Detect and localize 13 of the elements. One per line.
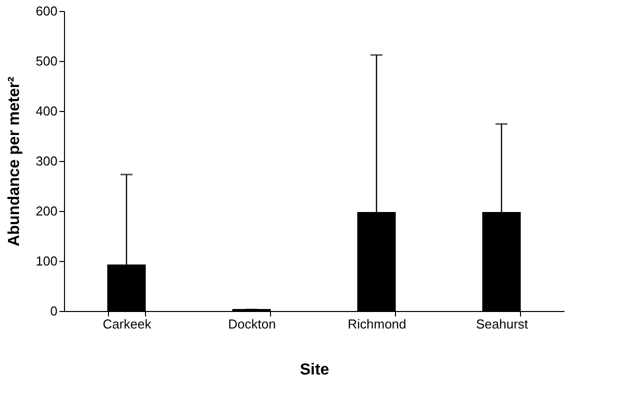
x-tick-label: Richmond (348, 316, 406, 332)
y-tick-label: 200 (36, 204, 58, 218)
y-tick-label: 400 (36, 104, 58, 118)
x-tick-label: Dockton (228, 316, 276, 332)
y-tick-label: 500 (36, 54, 58, 68)
y-tick-label: 0 (50, 304, 58, 318)
y-tick-label: 100 (36, 254, 58, 268)
y-tick-label: 300 (36, 154, 58, 168)
y-tick-label: 600 (36, 4, 58, 18)
y-axis-title: Abundance per meter² (6, 76, 23, 246)
x-axis-title: Site (300, 362, 330, 378)
x-tick-label: Seahurst (476, 316, 528, 332)
x-tick-label: Carkeek (102, 316, 152, 332)
